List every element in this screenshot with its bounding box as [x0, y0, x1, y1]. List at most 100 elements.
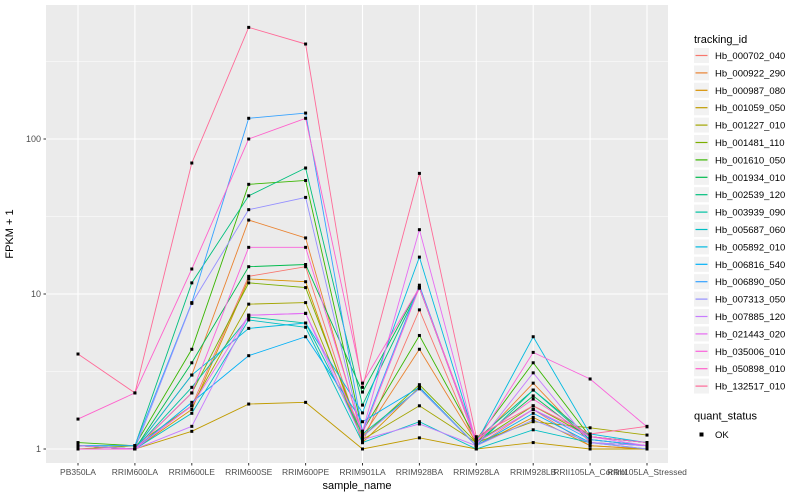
data-point — [247, 354, 251, 358]
data-point — [247, 326, 251, 330]
x-tick-label: RRIM901LA — [339, 467, 386, 477]
data-point — [531, 394, 535, 398]
data-point — [588, 444, 592, 448]
legend-entry-Hb_006816_540: Hb_006816_540 — [694, 256, 785, 272]
legend-entry-label: Hb_007313_050 — [715, 295, 785, 306]
legend-entry-label: Hb_001059_050 — [715, 103, 785, 114]
legend-entry-Hb_005687_060: Hb_005687_060 — [694, 222, 785, 237]
legend-quant-status: quant_status OK — [694, 411, 757, 442]
data-point — [361, 390, 364, 394]
data-point — [247, 313, 251, 317]
legend-entry-label: Hb_001934_010 — [715, 173, 785, 184]
data-point — [304, 178, 308, 182]
x-tick-label: RRII105LA_Stressed — [607, 467, 687, 477]
data-point — [417, 286, 421, 290]
data-point — [531, 441, 535, 445]
data-point — [190, 161, 194, 165]
data-point — [588, 432, 592, 436]
data-point — [190, 267, 194, 271]
data-point — [531, 361, 535, 365]
legend-entry-label: Hb_001610_050 — [715, 155, 785, 166]
data-point — [474, 441, 478, 445]
data-point — [417, 228, 421, 232]
data-point — [304, 280, 308, 284]
data-point — [588, 377, 592, 381]
legend-entry-label: Hb_006890_050 — [715, 277, 785, 288]
data-point — [417, 387, 421, 391]
data-point — [190, 429, 194, 433]
data-point — [531, 411, 535, 415]
data-point — [645, 441, 649, 445]
data-point — [531, 371, 535, 375]
legend-entry-Hb_007313_050: Hb_007313_050 — [694, 291, 785, 307]
data-point — [76, 352, 80, 356]
data-point — [247, 318, 251, 322]
data-point — [531, 420, 535, 424]
data-point — [304, 166, 308, 170]
data-point — [361, 438, 364, 442]
x-tick-label: RRIM600SE — [225, 467, 273, 477]
data-point — [247, 194, 251, 198]
data-point — [531, 415, 535, 419]
legend-entry-label: Hb_000702_040 — [715, 51, 785, 62]
data-point — [304, 335, 308, 339]
legend-entry-label: Hb_021443_020 — [715, 329, 785, 340]
data-point — [361, 435, 364, 439]
data-point — [190, 391, 194, 395]
data-point — [474, 444, 478, 448]
data-point — [247, 208, 251, 212]
data-point — [304, 262, 308, 266]
data-point — [304, 245, 308, 249]
data-point — [247, 402, 251, 406]
legend-entry-Hb_001227_010: Hb_001227_010 — [694, 117, 785, 133]
legend2-entry-label: OK — [715, 430, 729, 441]
data-point — [417, 404, 421, 408]
data-point — [474, 435, 478, 439]
data-point — [190, 407, 194, 411]
data-point — [76, 444, 80, 448]
data-point — [417, 308, 421, 312]
data-point — [247, 315, 251, 319]
ok-point-icon — [699, 432, 704, 437]
data-point — [417, 255, 421, 259]
x-tick-label: RRII105LA_Control — [553, 467, 627, 477]
data-point — [247, 116, 251, 120]
data-point — [304, 116, 308, 120]
data-point — [531, 381, 535, 385]
data-point — [531, 350, 535, 354]
legend-entry-label: Hb_006816_540 — [715, 260, 785, 271]
data-point — [474, 447, 478, 451]
legend-entry-label: Hb_003939_090 — [715, 208, 785, 219]
data-point — [417, 333, 421, 337]
data-point — [304, 321, 308, 325]
data-point — [304, 311, 308, 315]
data-point — [247, 182, 251, 186]
data-point — [76, 417, 80, 421]
data-point — [304, 236, 308, 240]
data-point — [190, 424, 194, 428]
legend-entry-Hb_000702_040: Hb_000702_040 — [694, 48, 785, 63]
legend-entry-Hb_035006_010: Hb_035006_010 — [694, 343, 785, 359]
data-point — [76, 447, 80, 451]
legend-entry-Hb_002539_120: Hb_002539_120 — [694, 187, 785, 203]
data-point — [361, 411, 364, 415]
data-point — [133, 447, 137, 451]
data-point — [361, 420, 364, 424]
data-point — [531, 418, 535, 422]
data-point — [361, 429, 364, 433]
data-point — [361, 447, 364, 451]
axes: 1 10 100 PB350LA RRIM600LA RRIM600LE RRIM600SE… — [4, 134, 687, 492]
data-point — [247, 137, 251, 141]
data-point — [304, 42, 308, 46]
legend2-title: quant_status — [694, 411, 757, 423]
legend-entry-label: Hb_035006_010 — [715, 347, 785, 358]
legend-entry-Hb_021443_020: Hb_021443_020 — [694, 326, 785, 342]
data-point — [190, 385, 194, 389]
x-tick-label: RRIM600LA — [112, 467, 159, 477]
data-point — [133, 444, 137, 448]
data-point — [304, 400, 308, 404]
x-axis-title: sample_name — [322, 480, 391, 492]
x-tick-label: PB350LA — [60, 467, 96, 477]
x-tick-label: RRIM600PE — [282, 467, 330, 477]
